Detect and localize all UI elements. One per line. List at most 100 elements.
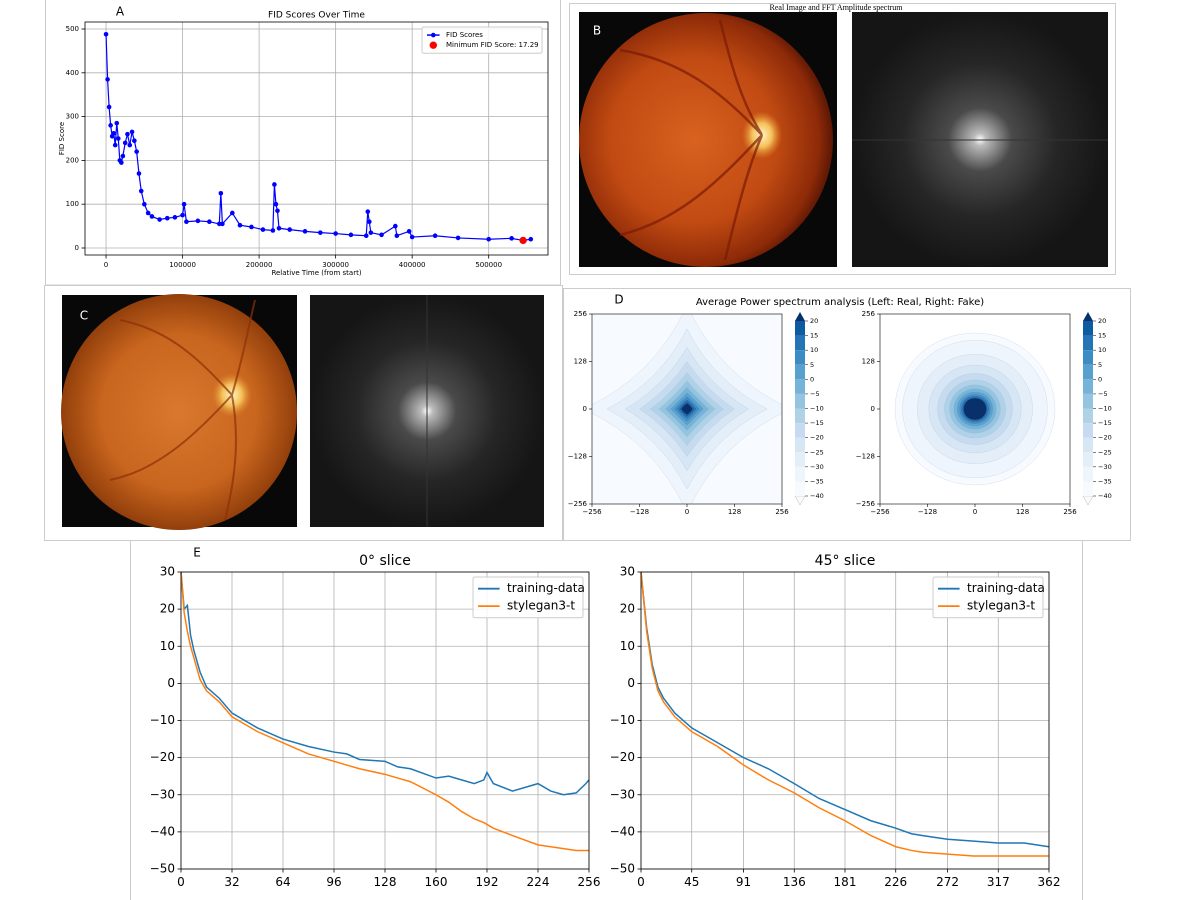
data-point: [363, 233, 369, 239]
vessels: [109, 299, 256, 521]
data-point: [270, 228, 276, 233]
legend-box: [472, 576, 584, 619]
y-tick-label: −10: [150, 713, 175, 727]
x-tick-label: 362: [1038, 875, 1061, 889]
y-tick-label: 300: [66, 113, 79, 121]
data-point: [509, 236, 514, 241]
colorbar-extend: [795, 312, 805, 321]
data-point: [119, 160, 124, 165]
y-tick-label: 100: [66, 200, 79, 208]
series-line: [180, 571, 589, 852]
x-tick-label: 272: [936, 875, 959, 889]
axes-frame: [640, 571, 1050, 870]
data-point: [249, 224, 254, 230]
x-tick-label: −256: [870, 508, 890, 516]
colorbar-tick-label: −10: [1098, 405, 1112, 413]
x-tick-label: −128: [918, 508, 937, 516]
panel-frame: [569, 3, 1116, 275]
data-point: [149, 214, 155, 219]
data-point: [348, 232, 354, 238]
colorbar-segment: [1083, 437, 1093, 453]
data-point: [134, 149, 139, 154]
colorbar-segment: [1083, 423, 1093, 438]
data-point: [218, 190, 224, 196]
data-point: [129, 129, 135, 135]
data-point: [105, 77, 110, 82]
x-tick-label: 0: [637, 875, 645, 889]
x-tick-label: −128: [630, 508, 649, 516]
data-point: [112, 142, 118, 148]
contour-map: [894, 332, 1056, 486]
x-tick-label: 128: [1016, 508, 1029, 516]
data-point: [486, 236, 491, 242]
colorbar-tick-label: −25: [1098, 448, 1112, 456]
colorbar-tick-label: −30: [810, 463, 824, 471]
colorbar-tick-label: −20: [1098, 434, 1112, 442]
colorbar-tick-label: −35: [810, 477, 824, 485]
colorbar-tick-label: −40: [1098, 492, 1112, 500]
x-tick-label: 128: [374, 875, 397, 889]
colorbar-tick-label: 15: [810, 332, 818, 340]
contour-level: [680, 402, 694, 416]
y-tick-label: −40: [610, 824, 635, 838]
colorbar-tick-label: −10: [810, 405, 824, 413]
colorbar-tick-label: 5: [1098, 361, 1102, 369]
colorbar-tick-label: −30: [1098, 463, 1112, 471]
colorbar-segment: [1083, 481, 1093, 496]
x-tick-label: 226: [884, 875, 907, 889]
x-tick-label: 32: [224, 875, 239, 889]
y-tick-label: 256: [862, 310, 876, 318]
x-tick-label: −256: [582, 508, 602, 516]
data-point: [180, 212, 185, 218]
data-point: [528, 236, 534, 242]
y-tick-label: 10: [620, 639, 635, 653]
x-tick-label: 136: [783, 875, 806, 889]
data-point: [365, 209, 371, 214]
data-point: [125, 131, 130, 137]
colorbar-tick-label: −20: [810, 434, 824, 442]
colorbar-segment: [1083, 364, 1093, 380]
colorbar-tick-label: −35: [1098, 477, 1112, 485]
colorbar-tick-label: −15: [1098, 419, 1112, 427]
x-tick-label: 181: [834, 875, 857, 889]
contour-level: [963, 397, 987, 421]
x-axis-label: Relative Time (from start): [271, 269, 361, 277]
data-point: [195, 218, 201, 224]
data-point: [368, 230, 374, 235]
data-point: [157, 217, 162, 222]
x-tick-label: 64: [275, 875, 290, 889]
data-point: [519, 236, 527, 245]
panel-label: E: [193, 546, 201, 560]
data-point: [318, 230, 323, 235]
data-point: [136, 171, 142, 176]
legend-label: stylegan3-t: [967, 599, 1035, 613]
colorbar-extend: [1083, 312, 1093, 321]
data-point: [432, 233, 438, 239]
data-point: [367, 219, 372, 225]
panel-label: C: [80, 309, 88, 323]
data-point: [394, 233, 400, 239]
panel-label: A: [116, 5, 125, 19]
y-tick-label: −50: [150, 862, 175, 876]
data-point: [455, 235, 461, 241]
y-tick-label: 0: [627, 676, 635, 690]
colorbar-segment: [795, 423, 805, 438]
data-point: [260, 227, 266, 232]
x-tick-label: 0: [104, 261, 108, 269]
colorbar-tick-label: −5: [810, 390, 820, 398]
y-tick-label: 20: [160, 602, 175, 616]
x-tick-label: 45: [684, 875, 699, 889]
legend-label: stylegan3-t: [507, 599, 575, 613]
y-tick-label: 0: [583, 405, 587, 413]
series-line: [640, 571, 1050, 848]
colorbar-extend: [1082, 495, 1094, 506]
data-point: [181, 201, 187, 207]
colorbar-tick-label: −40: [810, 492, 824, 500]
y-tick-label: −50: [610, 862, 635, 876]
data-point: [122, 140, 128, 146]
y-tick-label: −40: [150, 824, 175, 838]
y-tick-label: −10: [610, 713, 635, 727]
y-tick-label: 128: [862, 358, 875, 366]
y-tick-label: 20: [620, 602, 635, 616]
